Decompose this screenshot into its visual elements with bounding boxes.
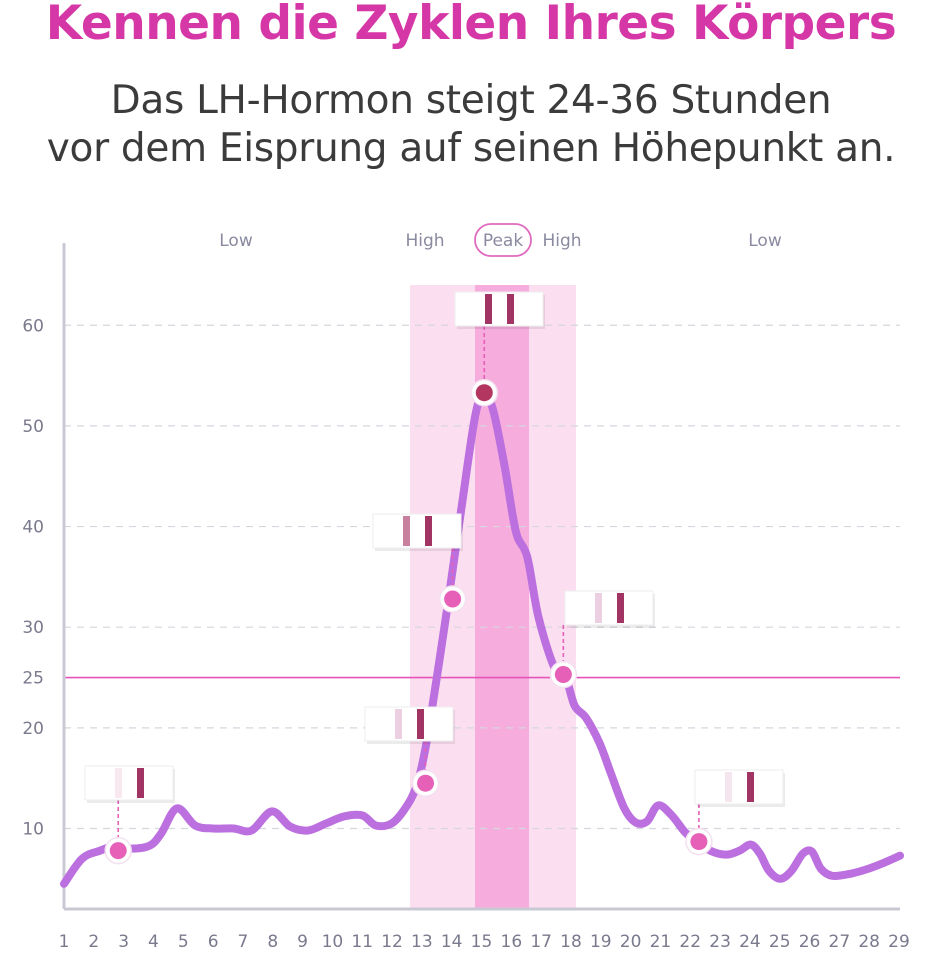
x-tick-label: 28	[858, 932, 880, 952]
test-strip	[364, 706, 454, 742]
zone-label-high: High	[542, 231, 581, 251]
x-tick-label: 8	[267, 932, 278, 952]
marker-dot	[690, 833, 708, 851]
test-strip	[372, 513, 462, 549]
test-strip	[564, 590, 654, 626]
test-strip	[454, 291, 544, 327]
test-marker	[372, 513, 467, 613]
test-marker	[685, 769, 785, 856]
x-tick-label: 22	[679, 932, 701, 952]
y-tick-label: 20	[22, 719, 44, 739]
marker-dot	[417, 774, 435, 792]
x-tick-label: 20	[620, 932, 642, 952]
y-tick-label: 30	[22, 618, 44, 638]
zone-bands	[410, 285, 576, 909]
zone-label-low: Low	[748, 231, 782, 251]
y-tick-label: 50	[22, 417, 44, 437]
test-line	[395, 709, 402, 739]
x-tick-label: 23	[709, 932, 731, 952]
x-tick-label: 15	[471, 932, 493, 952]
x-tick-label: 19	[590, 932, 612, 952]
marker-dot	[444, 590, 462, 608]
x-tick-label: 6	[208, 932, 219, 952]
marker-dot	[109, 842, 127, 860]
test-marker	[84, 765, 175, 865]
peak-zone-band	[475, 285, 529, 909]
x-tick-label: 18	[560, 932, 582, 952]
x-tick-label: 12	[381, 932, 403, 952]
subtitle-line-2: vor dem Eisprung auf seinen Höhepunkt an…	[46, 126, 896, 171]
x-tick-label: 26	[799, 932, 821, 952]
x-tick-label: 1	[59, 932, 70, 952]
test-strip	[84, 765, 174, 801]
peak-dot	[475, 384, 493, 402]
zone-label-low: Low	[219, 231, 253, 251]
x-tick-label: 9	[297, 932, 308, 952]
x-tick-label: 29	[888, 932, 910, 952]
test-line	[485, 294, 492, 324]
control-line	[507, 294, 514, 324]
zone-label-peak: Peak	[483, 231, 524, 251]
test-marker	[364, 706, 455, 797]
lh-curve	[60, 388, 904, 888]
test-strip	[694, 769, 784, 805]
control-line	[137, 768, 144, 798]
page-title: Kennen die Zyklen Ihres Körpers	[45, 0, 897, 51]
peak-zone-pill	[474, 223, 532, 257]
y-tick-label: 25	[22, 669, 44, 689]
axes	[62, 243, 900, 911]
y-tick-label: 10	[22, 819, 44, 839]
x-tick-label: 2	[88, 932, 99, 952]
test-markers	[84, 291, 785, 865]
test-line	[403, 516, 410, 546]
x-tick-label: 5	[178, 932, 189, 952]
test-marker	[454, 291, 545, 407]
x-tick-label: 16	[501, 932, 523, 952]
x-tick-label: 27	[829, 932, 851, 952]
x-tick-label: 13	[411, 932, 433, 952]
test-marker	[549, 590, 655, 689]
marker-dot	[554, 665, 572, 683]
x-tick-label: 10	[322, 932, 344, 952]
control-line	[417, 709, 424, 739]
lh-series-line	[60, 388, 904, 888]
x-tick-label: 3	[118, 932, 129, 952]
x-tick-label: 11	[351, 932, 373, 952]
zone-labels: Low High Peak High Low	[219, 223, 782, 257]
x-tick-label: 21	[650, 932, 672, 952]
x-tick-label: 7	[238, 932, 249, 952]
y-tick-label: 40	[22, 518, 44, 538]
control-line	[617, 593, 624, 623]
x-tick-label: 4	[148, 932, 159, 952]
subtitle-line-1: Das LH-Hormon steigt 24-36 Stunden	[110, 78, 832, 123]
x-tick-label: 14	[441, 932, 463, 952]
x-tick-label: 17	[530, 932, 552, 952]
control-line	[747, 772, 754, 802]
test-line	[595, 593, 602, 623]
zone-label-high: High	[405, 231, 444, 251]
x-tick-label: 24	[739, 932, 761, 952]
test-line	[725, 772, 732, 802]
test-line	[115, 768, 122, 798]
control-line	[425, 516, 432, 546]
x-tick-label: 25	[769, 932, 791, 952]
y-tick-label: 60	[22, 316, 44, 336]
